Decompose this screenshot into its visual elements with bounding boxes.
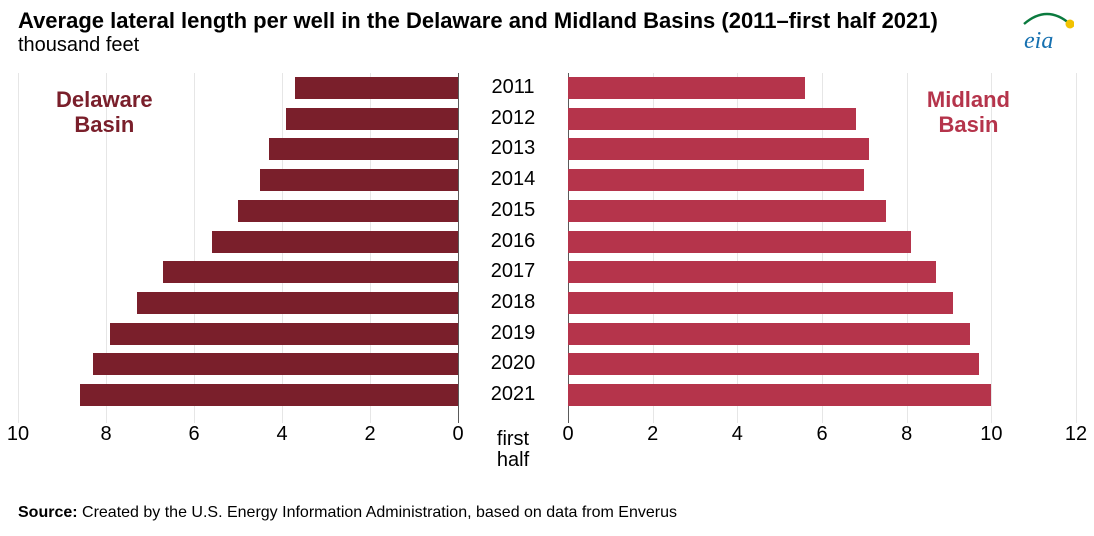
x-tick-label: 6 — [188, 423, 199, 446]
gridline — [991, 73, 992, 423]
midland-bar — [568, 323, 970, 345]
x-tick-label: 10 — [980, 423, 1002, 446]
eia-logo: eia — [1020, 8, 1074, 57]
year-label: 2012 — [458, 107, 568, 130]
year-label: 2011 — [458, 76, 568, 99]
delaware-bar — [212, 231, 458, 253]
midland-bar — [568, 200, 886, 222]
midland-bar — [568, 384, 991, 406]
year-label: 2013 — [458, 137, 568, 160]
source-line: Source: Created by the U.S. Energy Infor… — [18, 504, 677, 522]
year-label: 2017 — [458, 260, 568, 283]
delaware-panel: 1086420 DelawareBasin — [18, 63, 458, 469]
x-tick-label: 6 — [816, 423, 827, 446]
delaware-bar — [238, 200, 458, 222]
gridline — [18, 73, 19, 423]
year-label: 2021 — [458, 383, 568, 406]
delaware-bar — [93, 353, 458, 375]
delaware-bar — [286, 108, 458, 130]
x-tick-label: 12 — [1065, 423, 1087, 446]
year-axis: 2011 2012 2013 2014 2015 2016 2017 2018 2019 2020… — [458, 63, 568, 469]
midland-bar — [568, 108, 856, 130]
year-label: 2020 — [458, 352, 568, 375]
delaware-bar — [260, 169, 458, 191]
chart-subtitle: thousand feet — [18, 34, 1076, 57]
midland-bar — [568, 77, 805, 99]
x-tick-label: 2 — [364, 423, 375, 446]
svg-text:eia: eia — [1024, 28, 1053, 52]
year-label: 2018 — [458, 291, 568, 314]
gridline — [1076, 73, 1077, 423]
x-tick-label: 10 — [7, 423, 29, 446]
delaware-bar — [137, 292, 458, 314]
year-label: 2016 — [458, 230, 568, 253]
midland-bar — [568, 138, 869, 160]
delaware-bar — [269, 138, 458, 160]
midland-panel: 024681012 MidlandBasin — [568, 63, 1076, 469]
midland-bar — [568, 261, 936, 283]
midland-bar — [568, 353, 979, 375]
delaware-bar — [163, 261, 458, 283]
x-tick-label: 0 — [562, 423, 573, 446]
delaware-bar — [295, 77, 458, 99]
x-tick-label: 4 — [732, 423, 743, 446]
midland-bar — [568, 169, 864, 191]
x-tick-label: 8 — [100, 423, 111, 446]
chart-area: 1086420 DelawareBasin 201120122013201420… — [18, 63, 1076, 469]
year-label: 2014 — [458, 168, 568, 191]
year-label: 2015 — [458, 199, 568, 222]
year-label: 2019 — [458, 322, 568, 345]
x-tick-label: 4 — [276, 423, 287, 446]
source-prefix: Source: — [18, 504, 78, 521]
midland-bar — [568, 231, 911, 253]
x-tick-label: 2 — [647, 423, 658, 446]
source-text: Created by the U.S. Energy Information A… — [78, 504, 677, 521]
delaware-bar — [110, 323, 458, 345]
x-tick-label: 8 — [901, 423, 912, 446]
first-half-label: firsthalf — [458, 429, 568, 471]
delaware-bar — [80, 384, 458, 406]
chart-title: Average lateral length per well in the D… — [18, 8, 1076, 34]
midland-bar — [568, 292, 953, 314]
